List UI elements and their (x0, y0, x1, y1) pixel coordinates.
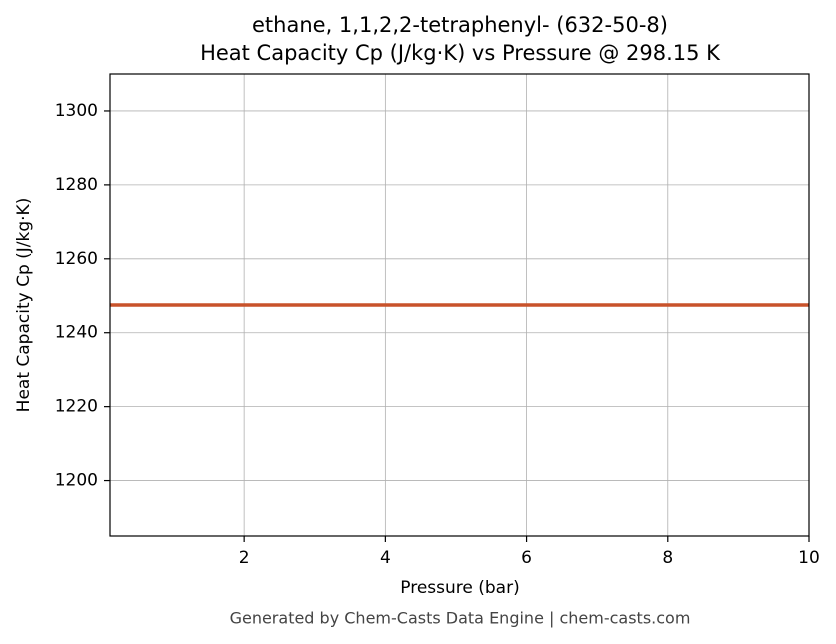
y-axis-label: Heat Capacity Cp (J/kg·K) (14, 198, 34, 413)
plot-frame (109, 73, 810, 537)
y-tick-label: 1220 (55, 397, 98, 417)
x-tick-label: 2 (239, 548, 250, 568)
x-axis-label: Pressure (bar) (400, 578, 519, 598)
x-tick-label: 8 (662, 548, 673, 568)
y-tick-label: 1200 (55, 471, 98, 491)
y-tick-label: 1300 (55, 101, 98, 121)
y-tick-label: 1240 (55, 323, 98, 343)
chart-title: ethane, 1,1,2,2-tetraphenyl- (632-50-8) (252, 13, 668, 37)
y-tick-label: 1280 (55, 175, 98, 195)
x-tick-label: 4 (380, 548, 391, 568)
chart-subtitle: Heat Capacity Cp (J/kg·K) vs Pressure @ … (200, 41, 721, 65)
y-tick-label: 1260 (55, 249, 98, 269)
x-tick-label: 10 (798, 548, 820, 568)
x-tick-label: 6 (521, 548, 532, 568)
footer: Generated by Chem-Casts Data Engine | ch… (230, 609, 691, 628)
